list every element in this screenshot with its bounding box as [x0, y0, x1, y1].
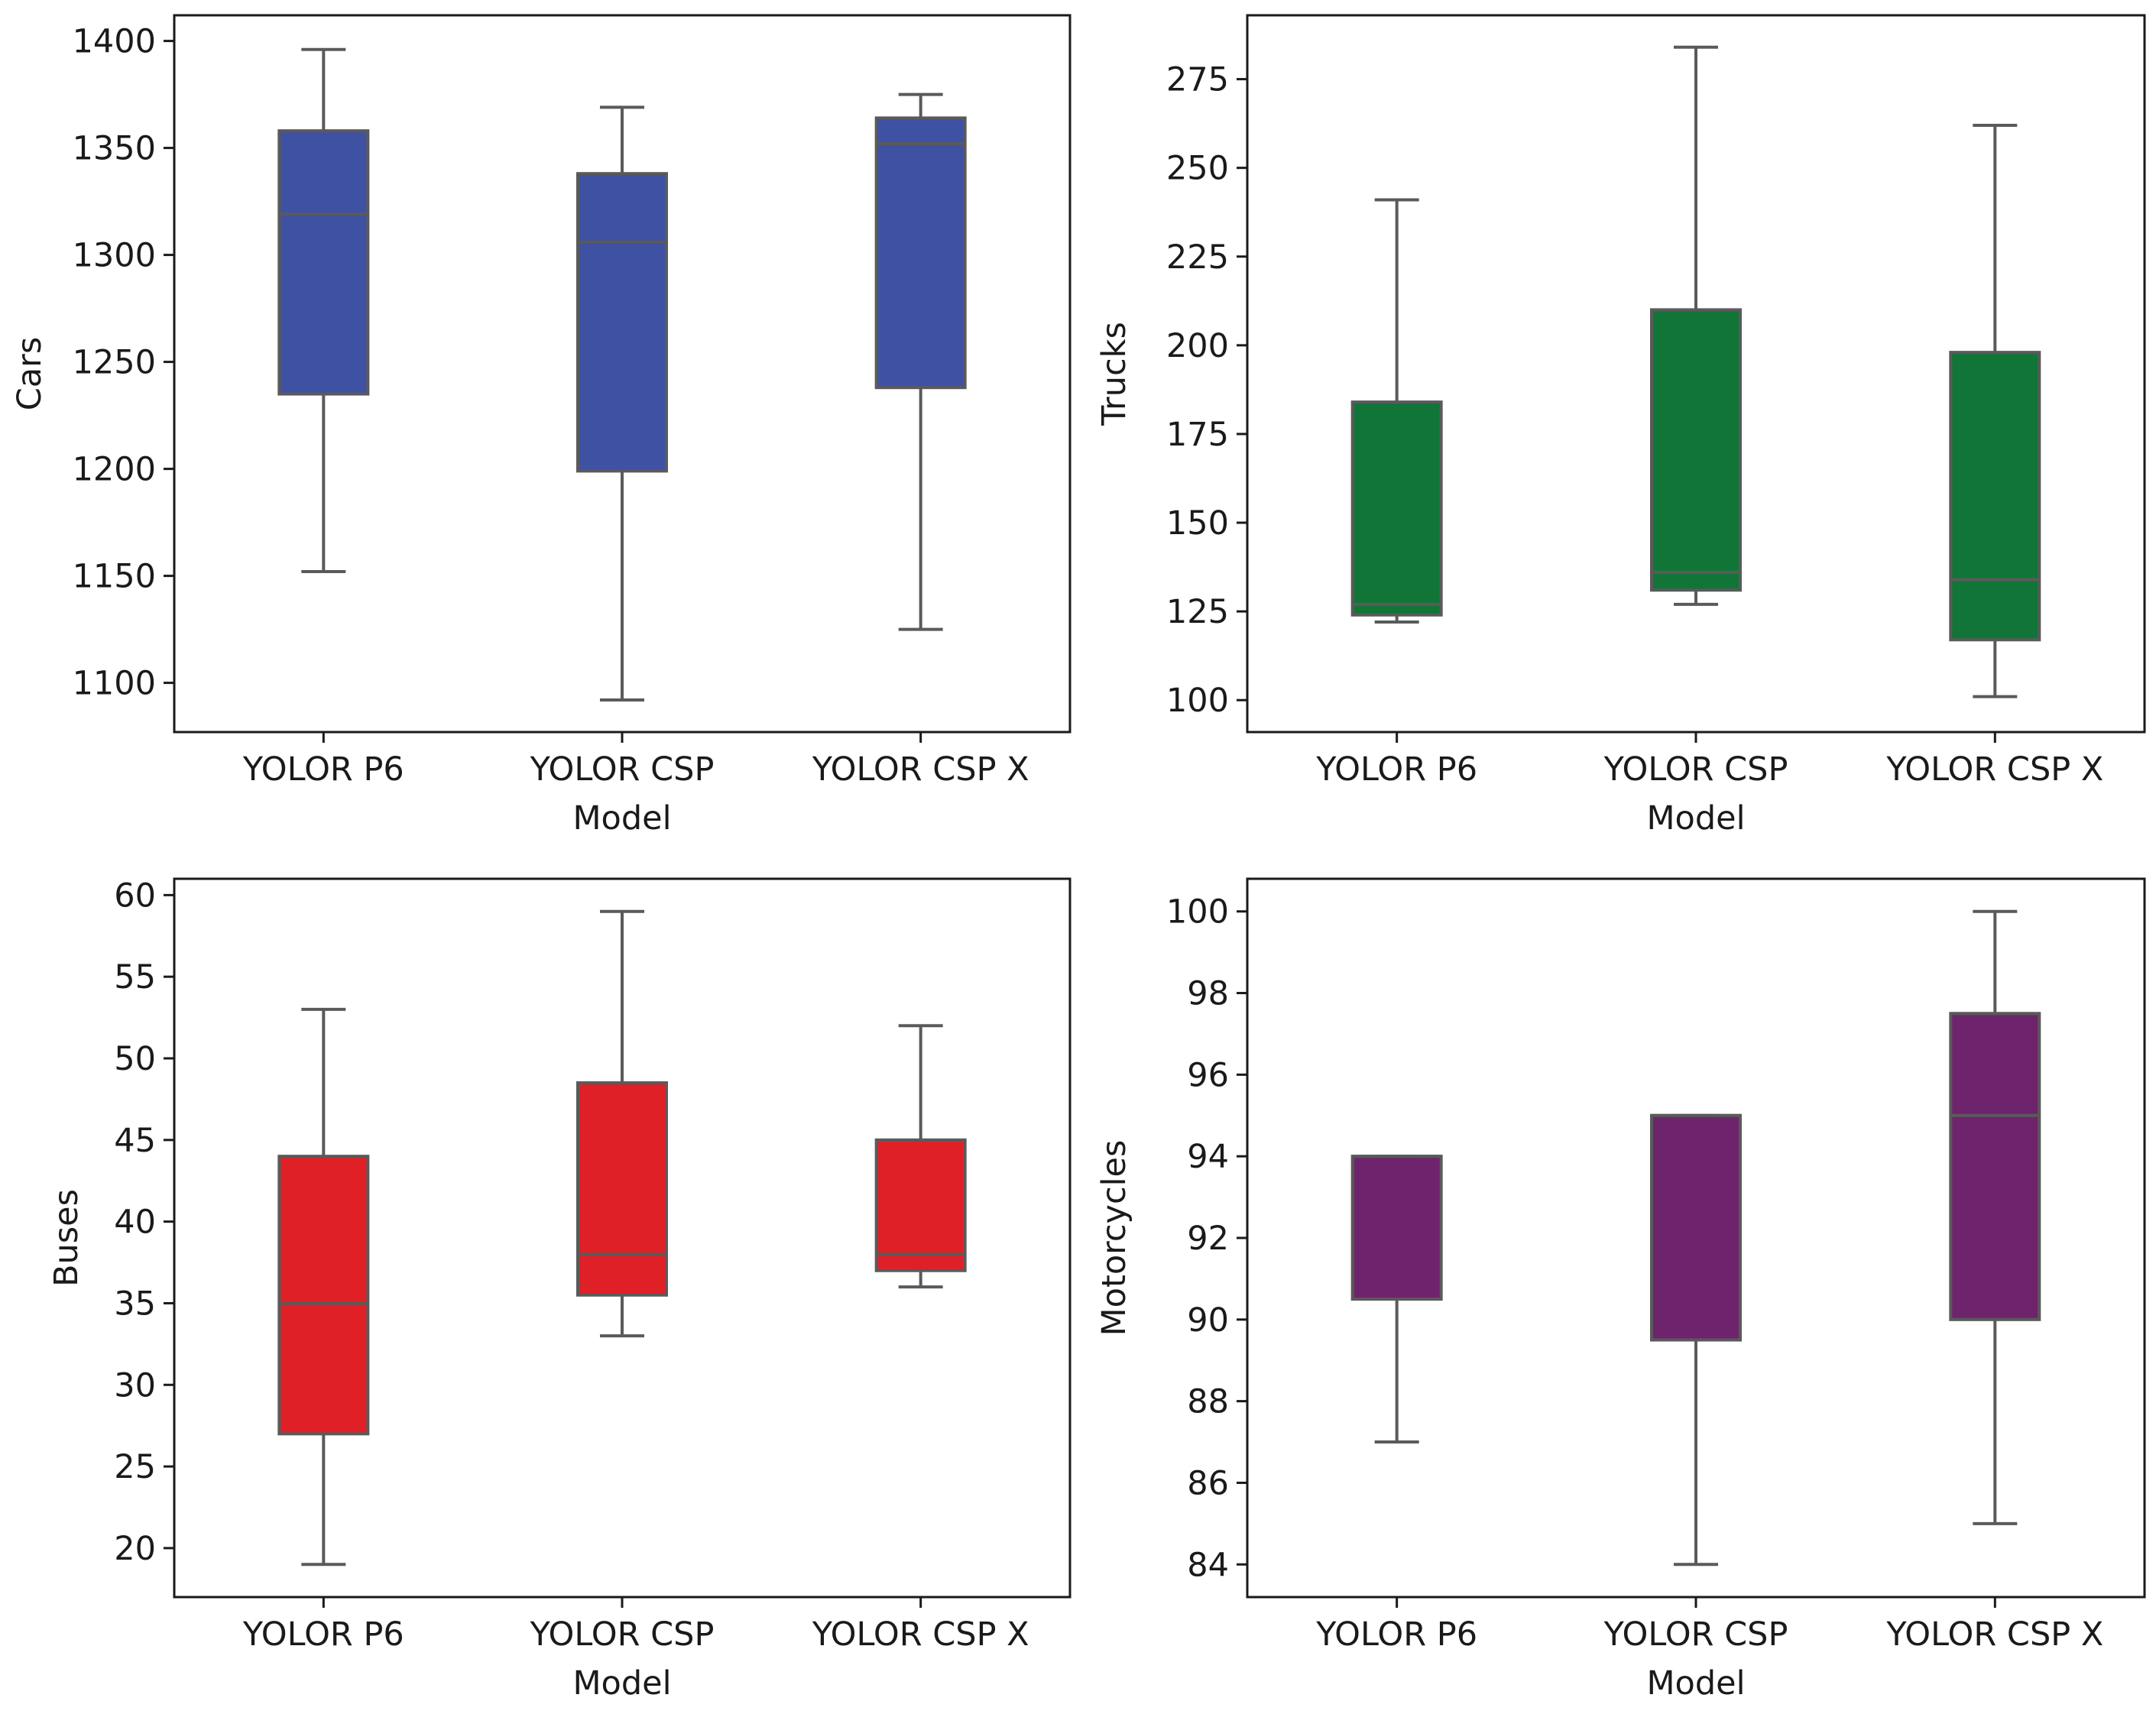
subplot-motorcycles: 84 86 88 90 92 94 96 98 100 YOLOR P6 YOLOR CSP YOLO… [1095, 877, 2146, 1703]
y-tick-label: 92 [1187, 1220, 1229, 1258]
y-tick-label: 88 [1187, 1383, 1229, 1421]
x-tick-label: YOLOR P6 [1315, 750, 1477, 789]
x-axis-label: Model [1646, 1664, 1745, 1703]
x-tick-label: YOLOR P6 [242, 1615, 404, 1654]
x-tick-label: YOLOR CSP X [1885, 1615, 2103, 1654]
y-tick-label: 1300 [73, 237, 156, 275]
y-tick-label: 45 [114, 1122, 156, 1160]
y-axis-label: Buses [47, 1189, 86, 1287]
box-yolor-csp-x [1949, 909, 2041, 1525]
y-tick-label: 250 [1166, 150, 1229, 188]
iqr-box [1650, 1113, 1742, 1342]
y-tick-label: 1200 [73, 451, 156, 489]
box-yolor-csp-x [874, 92, 967, 631]
y-tick-label: 125 [1166, 593, 1229, 631]
x-tick-label: YOLOR CSP [530, 1615, 715, 1654]
iqr-box [277, 129, 370, 396]
y-tick-label: 1400 [73, 23, 156, 61]
y-tick-label: 96 [1187, 1056, 1229, 1094]
x-tick-label: YOLOR CSP X [1885, 750, 2103, 789]
box-yolor-csp-x [874, 1024, 967, 1289]
iqr-box [874, 116, 967, 390]
y-tick-label: 100 [1166, 893, 1229, 932]
y-tick-label: 175 [1166, 416, 1229, 454]
x-tick-label: YOLOR CSP [1603, 750, 1788, 789]
iqr-box [277, 1155, 370, 1436]
y-tick-label: 94 [1187, 1138, 1229, 1176]
box-yolor-csp [576, 909, 668, 1338]
x-axis-label: Model [572, 799, 671, 838]
iqr-box [1350, 400, 1443, 617]
y-axis-label: Cars [11, 337, 49, 410]
y-tick-label: 20 [114, 1530, 156, 1568]
x-tick-label: YOLOR CSP [1603, 1615, 1788, 1654]
y-tick-label: 1350 [73, 130, 156, 168]
y-tick-label: 200 [1166, 327, 1229, 365]
y-tick-label: 100 [1166, 682, 1229, 720]
y-tick-label: 86 [1187, 1464, 1229, 1502]
y-tick-label: 1100 [73, 665, 156, 703]
y-tick-label: 84 [1187, 1546, 1229, 1584]
y-tick-label: 90 [1187, 1301, 1229, 1340]
y-tick-label: 25 [114, 1448, 156, 1486]
y-axis-label: Motorcycles [1095, 1140, 1133, 1337]
box-yolor-p6 [1350, 1155, 1443, 1444]
x-tick-label: YOLOR CSP X [812, 750, 1029, 789]
y-tick-label: 275 [1166, 61, 1229, 99]
iqr-box [1350, 1155, 1443, 1301]
iqr-box [1949, 351, 2041, 642]
y-axis-label: Trucks [1095, 322, 1133, 426]
x-tick-label: YOLOR P6 [242, 750, 404, 789]
y-tick-label: 60 [114, 876, 156, 915]
box-yolor-p6 [277, 47, 370, 573]
x-tick-label: YOLOR P6 [1315, 1615, 1477, 1654]
y-tick-label: 98 [1187, 975, 1229, 1013]
x-tick-label: YOLOR CSP [530, 750, 715, 789]
y-tick-label: 40 [114, 1204, 156, 1242]
iqr-box [576, 1081, 668, 1297]
box-yolor-csp [1650, 45, 1742, 606]
y-tick-label: 35 [114, 1285, 156, 1323]
y-tick-label: 55 [114, 958, 156, 996]
subplot-trucks: 100 125 150 175 200 225 250 275 YOLOR P6 YOLOR CS… [1095, 14, 2146, 838]
y-tick-label: 225 [1166, 238, 1229, 277]
subplot-cars: 1100 1150 1200 1250 1300 1350 1400 YOLOR P6 YOLO… [11, 14, 1072, 838]
iqr-box [1949, 1012, 2041, 1321]
y-tick-label: 1250 [73, 344, 156, 382]
y-tick-label: 30 [114, 1366, 156, 1405]
iqr-box [874, 1138, 967, 1272]
x-axis-label: Model [572, 1664, 671, 1703]
y-tick-label: 150 [1166, 504, 1229, 543]
box-yolor-csp-x [1949, 123, 2041, 698]
box-yolor-p6 [1350, 198, 1443, 624]
box-yolor-csp [576, 105, 668, 701]
box-yolor-csp [1650, 1113, 1742, 1567]
iqr-box [576, 172, 668, 473]
y-tick-label: 1150 [73, 558, 156, 596]
x-tick-label: YOLOR CSP X [812, 1615, 1029, 1654]
iqr-box [1650, 308, 1742, 592]
x-axis-label: Model [1646, 799, 1745, 838]
box-yolor-p6 [277, 1007, 370, 1567]
subplot-buses: 20 25 30 35 40 45 50 55 60 YOLOR P6 YOLOR CSP YOLOR… [47, 876, 1072, 1703]
y-tick-label: 50 [114, 1040, 156, 1078]
